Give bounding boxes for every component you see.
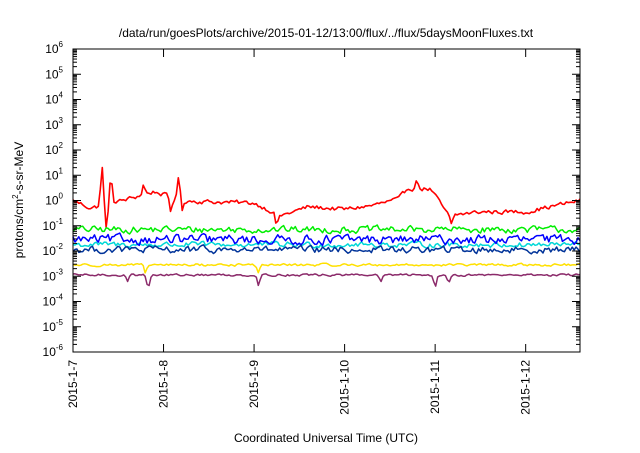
y-tick-label: 105 [45,65,63,81]
x-tick-label: 2015-1-12 [519,360,533,415]
y-tick-label: 10-5 [43,318,64,334]
y-tick-label: 102 [45,141,63,157]
series-line [72,244,581,255]
y-tick-label: 101 [45,166,63,182]
y-tick-label: 10-2 [43,242,64,258]
x-tick-label: 2015-1-7 [66,360,80,408]
series-line [72,273,581,287]
y-tick-label: 100 [45,192,63,208]
x-tick-label: 2015-1-11 [428,360,442,414]
y-axis: 10-6 10-5 10-4 10-3 10-2 10-1 100 101 102 103 104 1… [43,40,580,359]
y-tick-label: 10-1 [43,217,64,233]
series-line [72,224,581,235]
y-tick-label: 10-4 [43,293,64,309]
chart-title: /data/run/goesPlots/archive/2015-01-12/1… [119,26,534,40]
y-tick-label: 10-3 [43,267,64,283]
series-line [72,166,581,229]
series-line [72,232,581,247]
series-line [72,262,581,274]
x-axis-label: Coordinated Universal Time (UTC) [234,431,418,445]
y-tick-label: 104 [45,91,63,107]
x-axis: 2015-1-7 2015-1-8 2015-1-9 2015-1-10 2015-1-… [66,49,533,415]
y-tick-label: 106 [45,40,63,56]
x-tick-label: 2015-1-10 [338,360,352,415]
y-axis-label-pre: protons/cm [12,199,26,258]
y-tick-label: 103 [45,116,63,132]
plot-frame [72,48,581,353]
y-axis-label: protons/cm2-s-sr-MeV [11,142,26,258]
x-tick-label: 2015-1-8 [157,360,171,408]
x-tick-label: 2015-1-9 [247,360,261,408]
y-tick-label: 10-6 [43,343,64,359]
series-layer [72,166,581,287]
y-axis-label-sup: 2 [11,194,20,199]
y-axis-label-post: -s-sr-MeV [12,142,26,195]
